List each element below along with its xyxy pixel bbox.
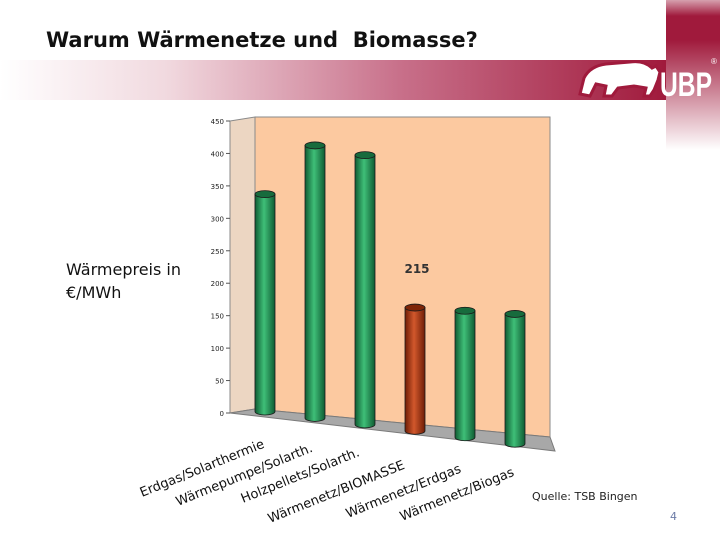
bar-top [354, 151, 376, 160]
y-tick-label: 50 [215, 378, 224, 386]
logo-registered-mark: ® [711, 57, 717, 66]
bar-body [304, 145, 326, 422]
y-axis-label-line2: €/MWh [66, 283, 122, 302]
y-axis-label-line1: Wärmepreis in [66, 260, 182, 279]
data-label: 215 [404, 262, 429, 276]
bison-logo-icon [578, 60, 662, 98]
bar-5 [504, 310, 526, 448]
title-gradient-band [0, 60, 666, 100]
chart-side-wall [229, 116, 256, 414]
page-number: 4 [670, 510, 677, 523]
y-tick-label: 350 [211, 183, 224, 191]
ubp-logo: UBP ® [578, 57, 717, 104]
y-tick-label: 250 [211, 248, 224, 256]
y-tick-label: 0 [220, 410, 224, 418]
bar-top [254, 190, 276, 199]
bar-body [404, 307, 426, 435]
bar-1 [304, 141, 326, 422]
source-note: Quelle: TSB Bingen [532, 490, 638, 503]
y-tick-label: 100 [211, 345, 224, 353]
y-tick-label: 450 [211, 118, 224, 126]
y-tick-label: 200 [211, 280, 224, 288]
slide-title: Warum Wärmenetze und Biomasse? [46, 28, 478, 52]
bar-4 [454, 306, 476, 442]
bar-body [504, 313, 526, 448]
bar-body [354, 154, 376, 429]
bar-top [304, 141, 326, 150]
y-tick-label: 400 [211, 150, 224, 158]
bar-body [254, 193, 276, 416]
right-accent-bar [666, 0, 720, 540]
y-axis-label: Wärmepreis in €/MWh [66, 258, 181, 304]
bar-top [454, 306, 476, 315]
bar-body [454, 310, 476, 442]
bar-3 [404, 303, 426, 435]
y-tick-label: 300 [211, 215, 224, 223]
bar-0 [254, 190, 276, 416]
bar-top [504, 310, 526, 318]
y-tick-label: 150 [211, 313, 224, 321]
bar-top [404, 303, 426, 312]
bar-2 [354, 151, 376, 429]
logo-text: UBP [660, 66, 712, 104]
